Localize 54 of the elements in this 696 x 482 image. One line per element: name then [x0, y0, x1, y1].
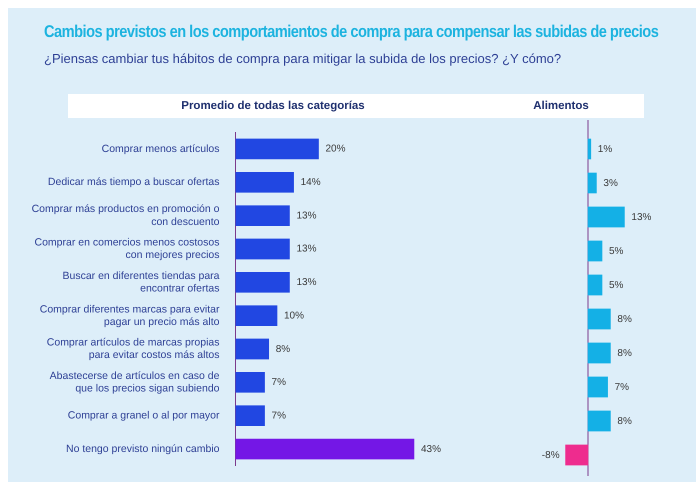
bar [588, 342, 611, 364]
bar [236, 272, 290, 293]
data-label: -8% [542, 450, 560, 461]
data-label: 7% [272, 377, 286, 388]
bar [588, 138, 592, 160]
bar [565, 444, 588, 466]
bar [236, 338, 270, 360]
bar [236, 372, 265, 393]
data-label: 5% [609, 280, 624, 291]
data-label: 8% [617, 348, 632, 359]
text: Cambios previstos en los comportamientos de compra para compensar las subidas de precios [44, 22, 660, 42]
bar [588, 376, 608, 398]
bar [236, 205, 290, 226]
data-label: 13% [296, 210, 317, 222]
bar [588, 308, 611, 330]
data-label: 8% [617, 416, 632, 427]
data-label: 1% [598, 144, 612, 155]
y-tick-label: Buscar en diferentes tiendas para encontrar ofertas [62, 270, 220, 295]
data-label: 13% [296, 244, 317, 255]
data-label: 43% [420, 444, 442, 455]
bar [236, 138, 319, 160]
y-tick-label: Comprar en comercios menos costosos con mejores precios [34, 236, 220, 262]
y-tick-label: Comprar artículos de marcas propias para evitar costos más altos [46, 336, 220, 362]
bar [588, 240, 602, 262]
data-label: 13% [296, 277, 317, 288]
data-label: 3% [603, 178, 618, 189]
y-tick-label: Comprar diferentes marcas para evitar pagar un precio más alto [40, 303, 220, 328]
data-label: 7% [272, 410, 286, 422]
data-label: 8% [617, 314, 632, 325]
data-label: 5% [609, 246, 624, 257]
bar [588, 274, 602, 296]
y-tick-label: Comprar menos artículos [102, 142, 220, 155]
data-label: 8% [276, 344, 290, 355]
bar [588, 410, 611, 432]
y-tick-label: Comprar a granel o al por mayor [68, 410, 220, 422]
bar [236, 405, 265, 426]
bar [588, 206, 625, 228]
bar [236, 238, 290, 260]
y-tick-label: Dedicar más tiempo a buscar ofertas [48, 176, 220, 188]
chart-title: Alimentos [478, 94, 644, 118]
y-tick-label: No tengo previsto ningún cambio [66, 442, 220, 455]
bar [236, 172, 294, 193]
chart-title: Promedio de todas las categorías [68, 94, 478, 118]
y-tick-label: Abastecerse de artículos en caso de que los precios sigan subiendo [50, 370, 220, 395]
bar [236, 438, 414, 460]
text: ¿Piensas cambiar tus hábitos de compra para mitigar la subida de los precios? ¿Y cómo? [44, 51, 562, 66]
bar [588, 172, 597, 194]
data-label: 10% [284, 310, 304, 322]
data-label: 7% [614, 382, 630, 393]
y-tick-label: Comprar más productos en promoción o con descuento [32, 203, 220, 228]
bar [236, 305, 278, 326]
data-label: 14% [300, 177, 321, 188]
data-label: 20% [326, 144, 346, 155]
data-label: 13% [631, 212, 652, 223]
